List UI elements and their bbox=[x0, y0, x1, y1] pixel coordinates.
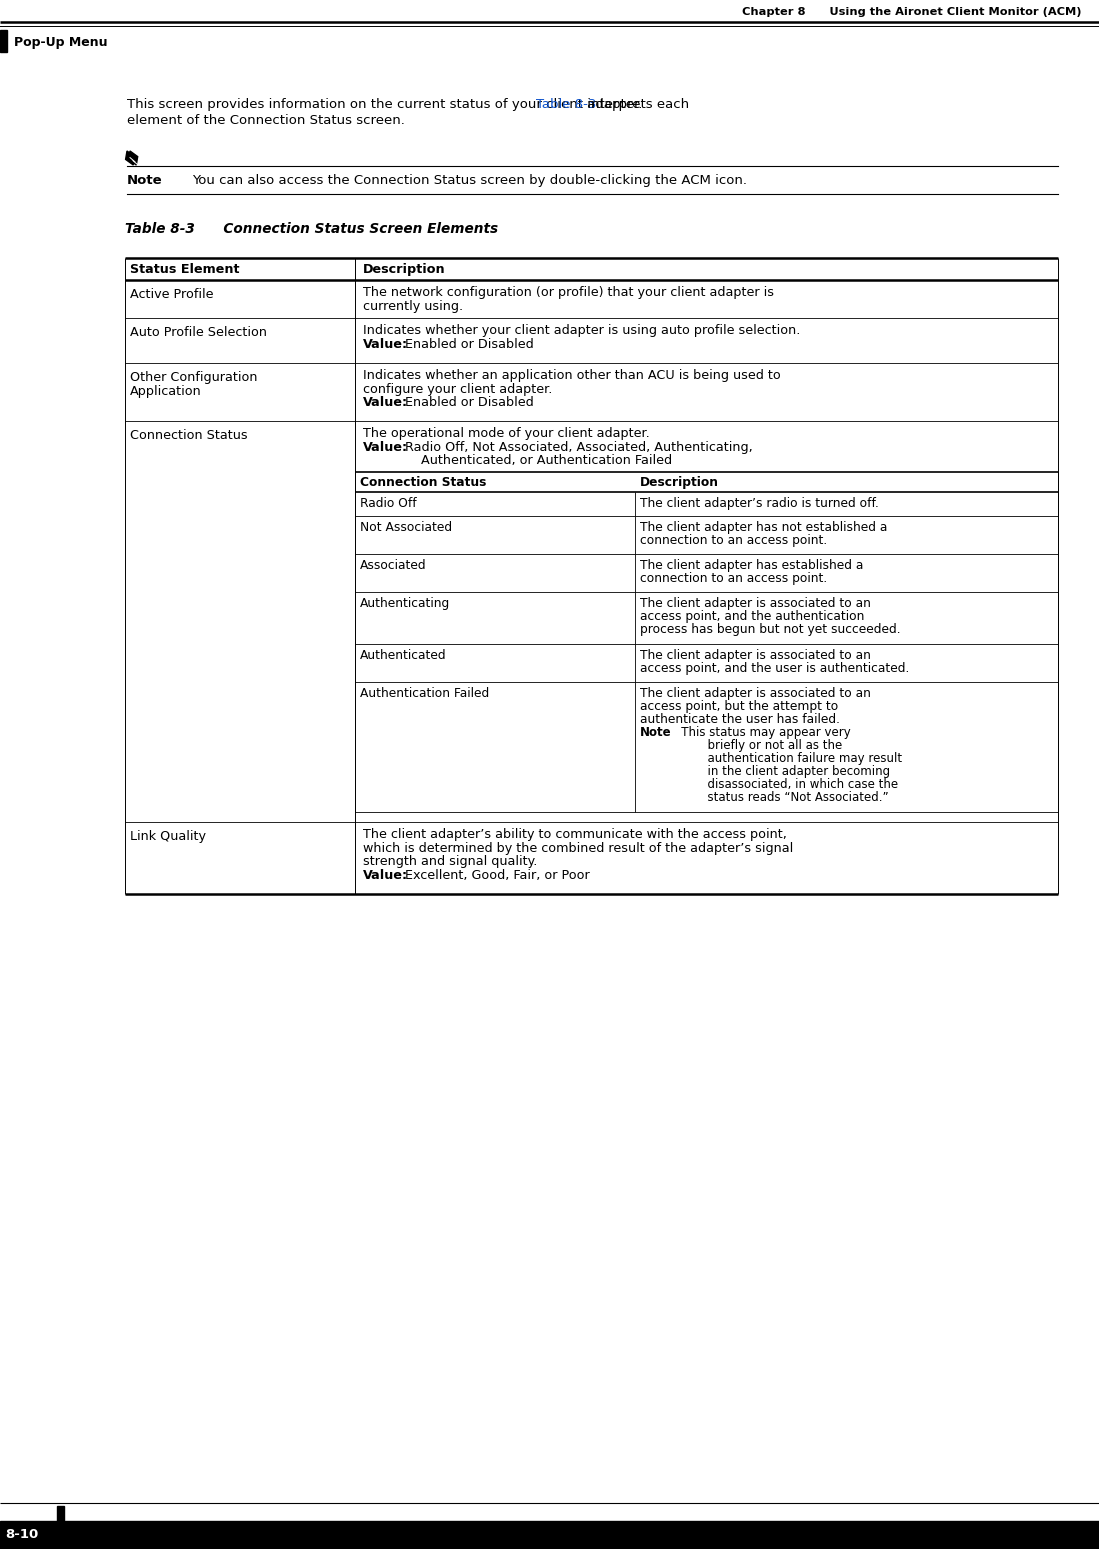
Text: Authenticated: Authenticated bbox=[360, 649, 446, 661]
Text: The client adapter has established a: The client adapter has established a bbox=[640, 559, 864, 572]
Text: connection to an access point.: connection to an access point. bbox=[640, 534, 828, 547]
Text: The client adapter is associated to an: The client adapter is associated to an bbox=[640, 649, 870, 661]
Text: Authenticating: Authenticating bbox=[360, 596, 451, 610]
Text: Connection Status: Connection Status bbox=[130, 429, 247, 441]
Text: Cisco Aironet Wireless LAN Client Adapters Installation and Configuration Guide : Cisco Aironet Wireless LAN Client Adapte… bbox=[73, 1526, 655, 1537]
Text: Table 8-3      Connection Status Screen Elements: Table 8-3 Connection Status Screen Eleme… bbox=[125, 222, 498, 235]
Text: The client adapter’s ability to communicate with the access point,: The client adapter’s ability to communic… bbox=[363, 829, 787, 841]
Text: Associated: Associated bbox=[360, 559, 426, 572]
Text: The client adapter is associated to an: The client adapter is associated to an bbox=[640, 688, 870, 700]
Text: Value:: Value: bbox=[363, 440, 408, 454]
Text: Value:: Value: bbox=[363, 869, 408, 881]
Polygon shape bbox=[129, 150, 137, 166]
Text: This screen provides information on the current status of your client adapter.: This screen provides information on the … bbox=[127, 98, 646, 112]
Text: element of the Connection Status screen.: element of the Connection Status screen. bbox=[127, 115, 404, 127]
Text: You can also access the Connection Status screen by double-clicking the ACM icon: You can also access the Connection Statu… bbox=[192, 173, 747, 187]
Text: Chapter 8      Using the Aironet Client Monitor (ACM): Chapter 8 Using the Aironet Client Monit… bbox=[742, 8, 1081, 17]
Text: The network configuration (or profile) that your client adapter is: The network configuration (or profile) t… bbox=[363, 287, 774, 299]
Bar bbox=[0, 29, 7, 53]
Text: connection to an access point.: connection to an access point. bbox=[640, 572, 828, 586]
Text: Auto Profile Selection: Auto Profile Selection bbox=[130, 325, 267, 339]
Text: Value:: Value: bbox=[363, 397, 408, 409]
Text: Authenticated, or Authentication Failed: Authenticated, or Authentication Failed bbox=[421, 454, 673, 466]
Text: The client adapter has not established a: The client adapter has not established a bbox=[640, 520, 887, 534]
Text: The operational mode of your client adapter.: The operational mode of your client adap… bbox=[363, 428, 650, 440]
Text: briefly or not all as the: briefly or not all as the bbox=[670, 739, 842, 751]
Text: authentication failure may result: authentication failure may result bbox=[670, 751, 902, 765]
Text: which is determined by the combined result of the adapter’s signal: which is determined by the combined resu… bbox=[363, 841, 793, 855]
Text: strength and signal quality.: strength and signal quality. bbox=[363, 855, 537, 867]
Text: Description: Description bbox=[363, 263, 445, 276]
Text: Note: Note bbox=[127, 173, 163, 187]
Text: Connection Status: Connection Status bbox=[360, 476, 487, 489]
Text: The client adapter is associated to an: The client adapter is associated to an bbox=[640, 596, 870, 610]
Text: access point, and the user is authenticated.: access point, and the user is authentica… bbox=[640, 661, 909, 675]
Text: OL-1394-06: OL-1394-06 bbox=[1013, 1529, 1094, 1541]
Text: Enabled or Disabled: Enabled or Disabled bbox=[406, 338, 534, 350]
Text: status reads “Not Associated.”: status reads “Not Associated.” bbox=[670, 792, 889, 804]
Text: disassociated, in which case the: disassociated, in which case the bbox=[670, 778, 898, 792]
Text: Table 8-3: Table 8-3 bbox=[536, 98, 597, 112]
Text: Excellent, Good, Fair, or Poor: Excellent, Good, Fair, or Poor bbox=[406, 869, 590, 881]
Text: interprets each: interprets each bbox=[582, 98, 689, 112]
Text: Description: Description bbox=[640, 476, 719, 489]
Text: Pop-Up Menu: Pop-Up Menu bbox=[14, 36, 108, 48]
Text: Note: Note bbox=[640, 726, 671, 739]
Text: Radio Off, Not Associated, Associated, Authenticating,: Radio Off, Not Associated, Associated, A… bbox=[406, 440, 753, 454]
Text: Radio Off: Radio Off bbox=[360, 497, 417, 510]
Polygon shape bbox=[125, 150, 135, 166]
Text: Indicates whether an application other than ACU is being used to: Indicates whether an application other t… bbox=[363, 369, 780, 383]
Text: authenticate the user has failed.: authenticate the user has failed. bbox=[640, 713, 840, 726]
Text: configure your client adapter.: configure your client adapter. bbox=[363, 383, 553, 395]
Text: Link Quality: Link Quality bbox=[130, 830, 206, 843]
Bar bbox=[0, 1521, 1099, 1549]
Text: This status may appear very: This status may appear very bbox=[670, 726, 851, 739]
Text: Not Associated: Not Associated bbox=[360, 520, 452, 534]
Bar bbox=[57, 1506, 64, 1523]
Text: Authentication Failed: Authentication Failed bbox=[360, 688, 489, 700]
Text: Enabled or Disabled: Enabled or Disabled bbox=[406, 397, 534, 409]
Text: Active Profile: Active Profile bbox=[130, 288, 213, 301]
Text: Indicates whether your client adapter is using auto profile selection.: Indicates whether your client adapter is… bbox=[363, 324, 800, 338]
Text: The client adapter’s radio is turned off.: The client adapter’s radio is turned off… bbox=[640, 497, 879, 510]
Text: access point, and the authentication: access point, and the authentication bbox=[640, 610, 865, 623]
Text: Value:: Value: bbox=[363, 338, 408, 350]
Text: access point, but the attempt to: access point, but the attempt to bbox=[640, 700, 839, 713]
Text: Application: Application bbox=[130, 384, 202, 398]
Text: process has begun but not yet succeeded.: process has begun but not yet succeeded. bbox=[640, 623, 900, 637]
Text: 8-10: 8-10 bbox=[5, 1529, 38, 1541]
Text: Other Configuration: Other Configuration bbox=[130, 372, 257, 384]
Text: Status Element: Status Element bbox=[130, 263, 240, 276]
Text: in the client adapter becoming: in the client adapter becoming bbox=[670, 765, 890, 778]
Text: currently using.: currently using. bbox=[363, 299, 463, 313]
